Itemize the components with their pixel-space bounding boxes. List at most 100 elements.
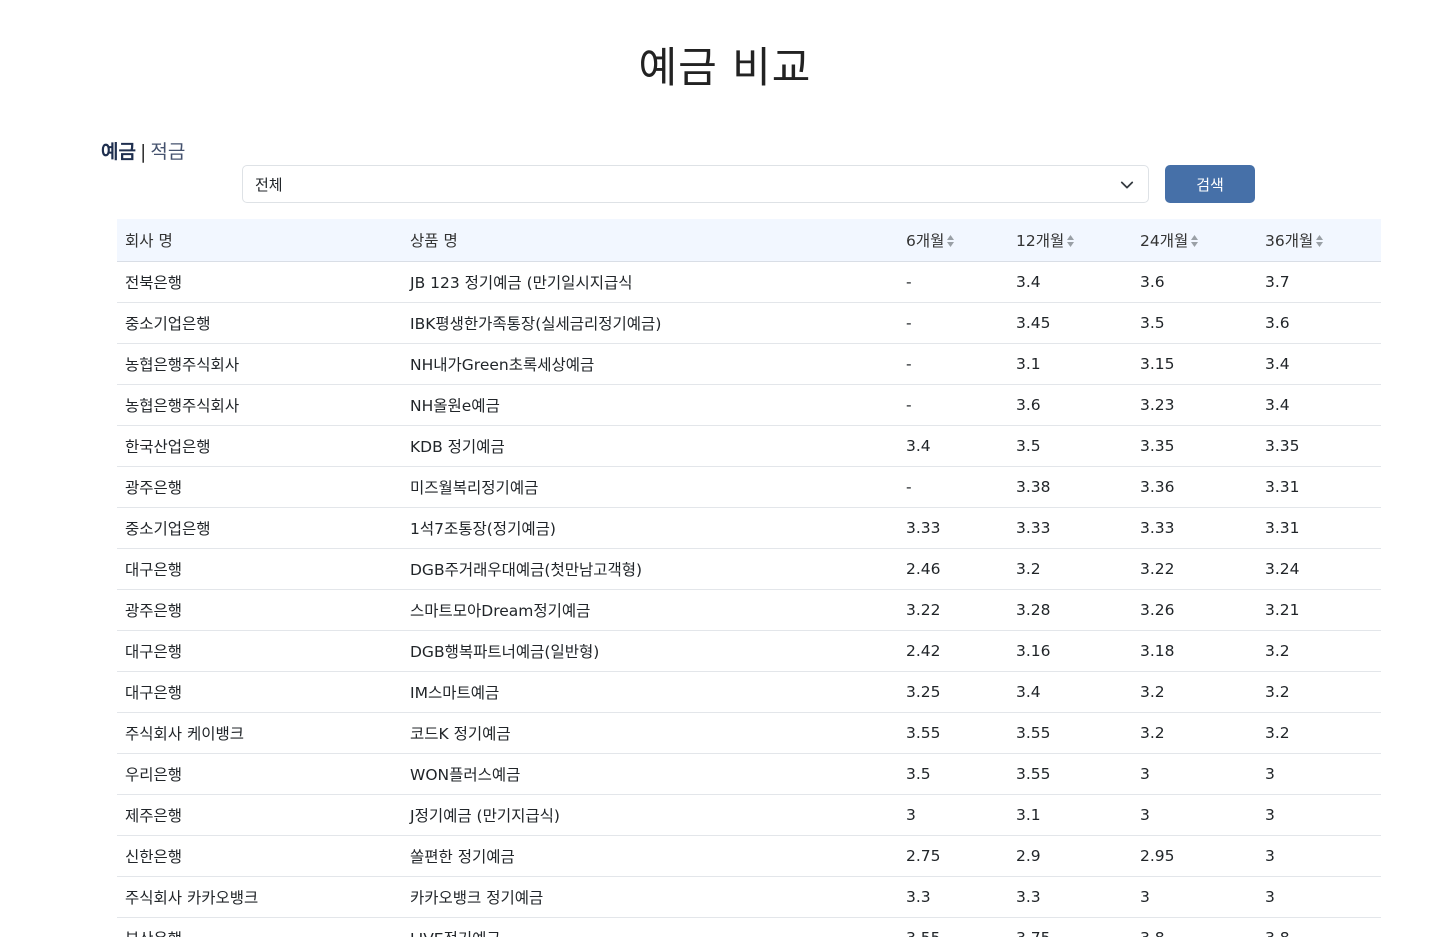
search-button[interactable]: 검색 [1165,165,1255,203]
rate-24m-cell: 3.36 [1132,466,1257,508]
product-cell: NH올원e예금 [402,384,898,426]
rate-6m-cell: 2.46 [898,548,1008,590]
page-title: 예금 비교 [638,43,812,92]
table-row: 제주은행 J정기예금 (만기지급식) 3 3.1 3 3 [117,794,1381,836]
rate-36m-cell: 3.21 [1257,589,1381,631]
rate-12m-cell: 3.3 [1008,876,1132,918]
sort-icon[interactable] [1316,234,1324,247]
company-cell: 대구은행 [117,630,402,672]
table-row: 중소기업은행 IBK평생한가족통장(실세금리정기예금) -3.45 3.5 3.6 [117,302,1381,344]
rate-36m-cell: 3.4 [1257,343,1381,385]
company-cell: 광주은행 [117,466,402,508]
table-row: 대구은행 DGB주거래우대예금(첫만남고객형) 2.46 3.2 3.22 3.24 [117,548,1381,590]
rate-6m-cell: 3 [898,794,1008,836]
rate-12m-cell: 3.2 [1008,548,1132,590]
sort-icon[interactable] [1191,234,1199,247]
rate-36m-cell: 3.6 [1257,302,1381,344]
table-row: 농협은행주식회사 NH올원e예금 -3.6 3.23 3.4 [117,384,1381,426]
header-24-months[interactable]: 24개월 [1132,219,1257,262]
company-cell: 한국산업은행 [117,425,402,467]
product-cell: 쏠편한 정기예금 [402,835,898,877]
table-row: 광주은행 스마트모아Dream정기예금 3.22 3.28 3.26 3.21 [117,589,1381,631]
tab-savings[interactable]: 적금 [150,141,186,163]
product-cell: 카카오뱅크 정기예금 [402,876,898,918]
rate-36m-cell: 3.2 [1257,712,1381,754]
rate-6m-cell: 2.75 [898,835,1008,877]
rate-24m-cell: 2.95 [1132,835,1257,877]
header-36-months[interactable]: 36개월 [1257,219,1381,262]
rate-24m-cell: 3.35 [1132,425,1257,467]
company-cell: 우리은행 [117,753,402,795]
bank-filter-select[interactable]: 전체 [242,165,1149,203]
bank-filter-value: 전체 [255,175,283,194]
rate-24m-cell: 3.2 [1132,671,1257,713]
product-cell: JB 123 정기예금 (만기일시지급식 [402,261,898,303]
deposit-type-tabs: 예금 | 적금 [101,137,185,164]
rate-24m-cell: 3.22 [1132,548,1257,590]
rate-24m-cell: 3.2 [1132,712,1257,754]
rate-12m-cell: 3.75 [1008,917,1132,937]
table-row: 신한은행 쏠편한 정기예금 2.75 2.9 2.95 3 [117,835,1381,877]
rate-24m-cell: 3.15 [1132,343,1257,385]
table-row: 전북은행 JB 123 정기예금 (만기일시지급식 -3.4 3.6 3.7 [117,261,1381,303]
product-cell: DGB행복파트너예금(일반형) [402,630,898,672]
table-body: 전북은행 JB 123 정기예금 (만기일시지급식 -3.4 3.6 3.7 중소기업은행… [117,261,1381,937]
sort-icon[interactable] [1067,234,1075,247]
rate-24m-cell: 3.5 [1132,302,1257,344]
product-cell: KDB 정기예금 [402,425,898,467]
tab-separator: | [139,141,147,163]
product-cell: IM스마트예금 [402,671,898,713]
company-cell: 주식회사 카카오뱅크 [117,876,402,918]
rate-6m-cell: 3.33 [898,507,1008,549]
company-cell: 대구은행 [117,548,402,590]
table-row: 대구은행 IM스마트예금 3.25 3.4 3.2 3.2 [117,671,1381,713]
table-row: 주식회사 카카오뱅크 카카오뱅크 정기예금 3.3 3.3 3 3 [117,876,1381,918]
rate-36m-cell: 3 [1257,753,1381,795]
product-cell: DGB주거래우대예금(첫만남고객형) [402,548,898,590]
header-company: 회사 명 [117,219,402,262]
rate-36m-cell: 3.7 [1257,261,1381,303]
rate-12m-cell: 3.1 [1008,794,1132,836]
rate-36m-cell: 3.31 [1257,466,1381,508]
rate-12m-cell: 3.55 [1008,712,1132,754]
product-cell: NH내가Green초록세상예금 [402,343,898,385]
rate-12m-cell: 2.9 [1008,835,1132,877]
rate-6m-cell: 3.55 [898,917,1008,937]
header-12-months[interactable]: 12개월 [1008,219,1132,262]
rate-6m-cell: - [898,343,1008,385]
product-cell: IBK평생한가족통장(실세금리정기예금) [402,302,898,344]
rate-36m-cell: 3 [1257,794,1381,836]
header-product: 상품 명 [402,219,898,262]
rate-36m-cell: 3.35 [1257,425,1381,467]
rate-36m-cell: 3.31 [1257,507,1381,549]
product-cell: LIVE정기예금 [402,917,898,937]
table-row: 주식회사 케이뱅크 코드K 정기예금 3.55 3.55 3.2 3.2 [117,712,1381,754]
header-6-months[interactable]: 6개월 [898,219,1008,262]
company-cell: 대구은행 [117,671,402,713]
rate-24m-cell: 3.18 [1132,630,1257,672]
company-cell: 농협은행주식회사 [117,384,402,426]
rate-24m-cell: 3.8 [1132,917,1257,937]
rate-12m-cell: 3.55 [1008,753,1132,795]
rate-12m-cell: 3.5 [1008,425,1132,467]
rate-24m-cell: 3.6 [1132,261,1257,303]
rate-24m-cell: 3.26 [1132,589,1257,631]
rate-6m-cell: - [898,384,1008,426]
table-header-row: 회사 명 상품 명 6개월 12개월 24개월 36개월 [117,219,1381,262]
rate-36m-cell: 3 [1257,876,1381,918]
deposit-table: 회사 명 상품 명 6개월 12개월 24개월 36개월 전북은행 JB 123 … [117,219,1381,937]
rate-6m-cell: - [898,302,1008,344]
rate-24m-cell: 3 [1132,753,1257,795]
sort-icon[interactable] [947,234,955,247]
rate-6m-cell: 3.55 [898,712,1008,754]
product-cell: 1석7조통장(정기예금) [402,507,898,549]
rate-36m-cell: 3.2 [1257,671,1381,713]
tab-deposit[interactable]: 예금 [101,141,136,163]
rate-12m-cell: 3.6 [1008,384,1132,426]
rate-36m-cell: 3 [1257,835,1381,877]
company-cell: 부산은행 [117,917,402,937]
company-cell: 중소기업은행 [117,302,402,344]
rate-12m-cell: 3.28 [1008,589,1132,631]
rate-6m-cell: 3.3 [898,876,1008,918]
table-row: 한국산업은행 KDB 정기예금 3.4 3.5 3.35 3.35 [117,425,1381,467]
